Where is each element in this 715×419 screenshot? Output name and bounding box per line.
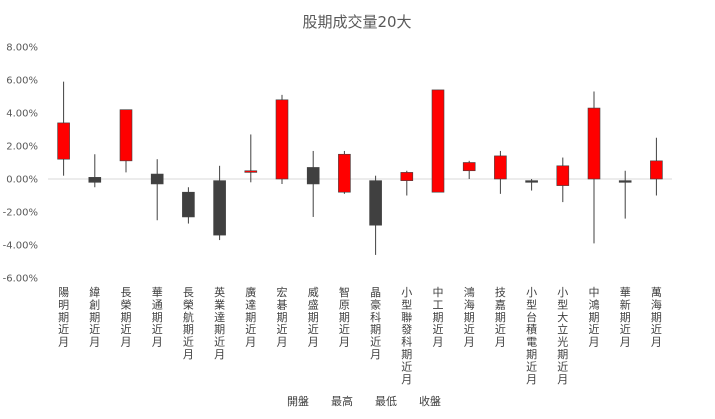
candle-body-down [618,180,632,183]
category-label: 小型聯發科期近月 [401,286,412,386]
candle-body-up [338,153,351,193]
candle-6 [244,134,258,183]
axis-layer: 8.00% 6.00% 4.00% 2.00% 0.00% -2.00% -4.00% -6.… [3,43,672,285]
candle-13 [462,160,476,179]
candle-0 [57,81,70,176]
candle-body-up [431,89,445,193]
category-label: 華通期近月 [152,286,163,349]
category-label: 晶豪科期近月 [370,286,381,361]
category-label: 長榮期近月 [121,286,132,349]
category-label: 廣達期近月 [245,285,256,349]
category-label: 技嘉期近月 [495,286,506,349]
category-label: 陽明期近月 [58,286,69,349]
candle-18 [618,170,632,219]
category-label: 長榮航期近月 [183,286,194,361]
legend-item-high: 最高 [331,394,353,408]
candle-body-down [150,173,164,185]
y-tick-label: 2.00% [6,142,38,153]
candle-body-up [119,109,133,162]
category-label: 英業達期近月 [214,285,225,361]
candle-2 [119,109,133,173]
candle-layer [57,81,663,255]
candle-19 [650,137,663,196]
candle-body-down [182,191,195,218]
y-tick-label: 0.00% [6,175,38,186]
chart-title: 股期成交量20大 [302,13,411,31]
category-label: 小型台積電期近月 [526,286,537,386]
category-label: 緯創期近月 [89,285,100,349]
candle-4 [182,187,195,224]
y-tick-label: 8.00% [6,43,38,54]
candle-10 [369,175,382,255]
category-label: 中工期近月 [433,286,444,349]
category-label: 萬海期近月 [651,286,662,349]
category-label: 宏碁期近月 [277,285,288,349]
category-label: 華新期近月 [620,286,631,349]
y-tick-label: 4.00% [6,109,38,120]
candle-9 [338,150,351,194]
category-label: 中鴻期近月 [589,286,600,349]
candle-5 [213,165,226,241]
candle-body-up [494,155,507,180]
legend-item-low: 最低 [375,395,397,408]
candle-body-down [88,177,102,183]
candle-body-up [275,99,289,180]
category-label: 智原期近月 [339,285,350,349]
candle-16 [556,157,570,203]
candle-body-up [462,162,476,172]
candle-7 [275,94,289,184]
candle-17 [587,91,601,244]
candle-3 [150,159,164,221]
y-tick-label: -4.00% [3,241,38,252]
candle-15 [525,179,538,191]
candle-1 [88,154,102,188]
legend: 開盤 最高 最低 收盤 [287,394,441,408]
candle-body-up [57,122,70,160]
candle-body-up [556,165,570,186]
candle-body-down [525,180,538,183]
candle-body-up [244,170,258,173]
category-label: 小型大立光期近月 [557,286,568,386]
candle-body-up [650,160,663,180]
candle-body-down [306,167,320,185]
y-tick-label: -6.00% [3,274,38,285]
candle-body-down [213,180,226,236]
legend-item-close: 收盤 [419,394,441,408]
legend-item-open: 開盤 [287,395,309,408]
candle-body-down [369,180,382,226]
y-tick-label: 6.00% [6,76,38,87]
candle-8 [306,150,320,217]
candle-14 [494,150,507,194]
category-labels: 陽明期近月 緯創期近月 長榮期近月 華通期近月 長榮航期近月 英業達期近月 廣達期近月 宏碁期… [58,285,662,386]
candle-12 [431,89,445,193]
category-label: 鴻海期近月 [464,285,475,349]
y-tick-label: -2.00% [3,208,38,219]
candle-11 [400,170,414,196]
candle-body-up [400,172,414,181]
candle-body-up [587,107,601,180]
category-label: 威盛期近月 [308,286,319,349]
